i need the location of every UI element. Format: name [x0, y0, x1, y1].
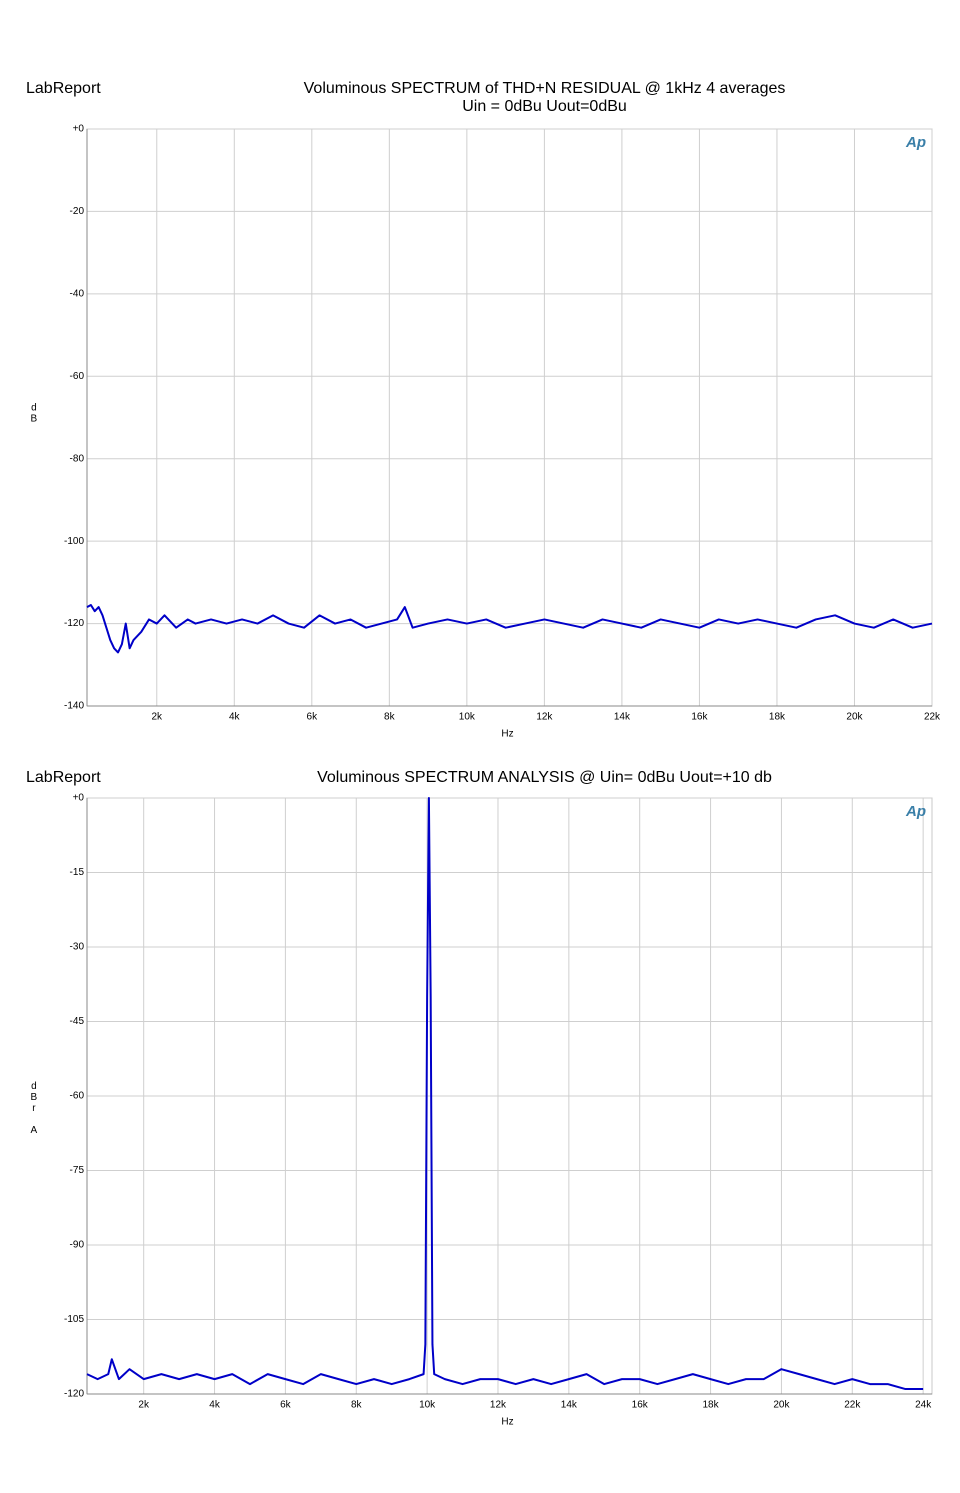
spectrum-line	[86, 604, 933, 654]
y-tick-label: -60	[70, 1091, 85, 1102]
y-tick-label: -120	[64, 1389, 84, 1400]
x-tick-label: 8k	[384, 712, 396, 723]
x-tick-label: 10k	[459, 712, 476, 723]
x-tick-label: 24k	[915, 1400, 932, 1411]
x-tick-label: 16k	[691, 712, 708, 723]
y-tick-label: -75	[70, 1165, 85, 1176]
chart-subtitle: Uin = 0dBu Uout=0dBu	[462, 98, 627, 115]
y-tick-label: -40	[70, 288, 85, 299]
x-tick-label: 8k	[351, 1400, 363, 1411]
x-tick-label: 4k	[229, 712, 241, 723]
y-tick-label: -45	[70, 1016, 85, 1027]
x-tick-label: 20k	[846, 712, 863, 723]
x-tick-label: 2k	[151, 712, 163, 723]
x-tick-label: 6k	[307, 712, 319, 723]
logo: Ap	[905, 134, 926, 151]
x-tick-label: 18k	[703, 1400, 720, 1411]
x-tick-label: 20k	[773, 1400, 790, 1411]
y-tick-label: -80	[70, 453, 85, 464]
x-tick-label: 22k	[924, 712, 941, 723]
spectrum-line	[86, 797, 924, 1391]
header: LabReport	[26, 80, 101, 97]
x-tick-label: 12k	[490, 1400, 507, 1411]
y-tick-label: -100	[64, 536, 84, 547]
x-axis-label: Hz	[501, 729, 513, 740]
chart-title: Voluminous SPECTRUM of THD+N RESIDUAL @ …	[304, 80, 786, 97]
y-tick-label: -105	[64, 1314, 84, 1325]
x-tick-label: 14k	[614, 712, 631, 723]
y-tick-label: +0	[73, 124, 85, 135]
y-axis-label: dBr A	[28, 1081, 39, 1136]
x-axis-label: Hz	[501, 1417, 513, 1428]
x-tick-label: 10k	[419, 1400, 436, 1411]
y-tick-label: +0	[73, 793, 85, 804]
x-tick-label: 16k	[632, 1400, 649, 1411]
y-tick-label: -20	[70, 206, 85, 217]
y-tick-label: -15	[70, 867, 85, 878]
logo: Ap	[905, 803, 926, 820]
x-tick-label: 18k	[769, 712, 786, 723]
x-tick-label: 14k	[561, 1400, 578, 1411]
header: LabReport	[26, 769, 101, 786]
x-tick-label: 22k	[844, 1400, 861, 1411]
x-tick-label: 12k	[536, 712, 553, 723]
y-tick-label: -60	[70, 371, 85, 382]
chart-title: Voluminous SPECTRUM ANALYSIS @ Uin= 0dBu…	[317, 769, 772, 786]
y-tick-label: -30	[70, 942, 85, 953]
x-tick-label: 2k	[138, 1400, 150, 1411]
x-tick-label: 4k	[209, 1400, 221, 1411]
y-tick-label: -90	[70, 1240, 85, 1251]
y-tick-label: -120	[64, 618, 84, 629]
x-tick-label: 6k	[280, 1400, 292, 1411]
y-axis-label: dB	[28, 403, 39, 425]
y-tick-label: -140	[64, 701, 84, 712]
